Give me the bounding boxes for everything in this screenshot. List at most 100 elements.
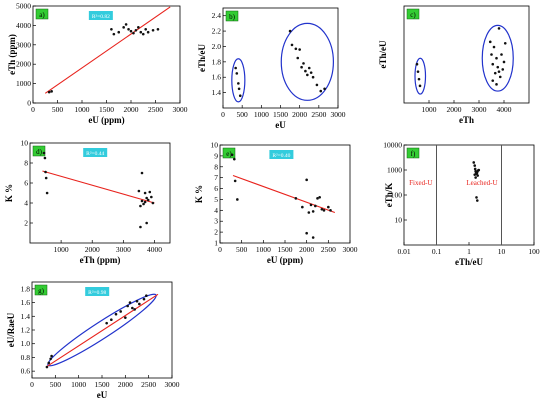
data-point-a [124, 23, 128, 26]
plot-frame-g [31, 281, 173, 379]
data-point-f [473, 167, 477, 171]
fit-line-e [232, 174, 336, 214]
data-point-c [490, 53, 493, 56]
r2-box-d [83, 148, 108, 157]
data-point-b [323, 87, 326, 91]
data-point-d [143, 191, 147, 195]
x-tick-label: 500 [236, 245, 248, 254]
data-point-d [140, 199, 144, 203]
y-tick-label: 1.8 [21, 284, 31, 293]
plot-frame-a [32, 5, 181, 104]
y-tick-label: 1000 [387, 166, 402, 175]
cluster-ellipse-c [414, 57, 427, 95]
x-tick-label: 0 [221, 110, 225, 119]
x-axis-label: eU [97, 390, 108, 400]
data-point-b [237, 82, 240, 85]
data-point-c [496, 65, 500, 69]
data-point-e [309, 203, 313, 207]
panel-e: 0 500 1000 1500 2000 2500 3000 1 2 3 4 5 6 7 8 910 eU (p… [194, 141, 358, 266]
x-tick-label: 2500 [148, 105, 163, 114]
y-tick-label: 0.6 [21, 367, 31, 376]
panel-badge-c [406, 8, 420, 20]
data-point-e [307, 211, 311, 214]
data-point-d [148, 190, 152, 194]
x-axis-label: eTh/eU [455, 257, 483, 267]
data-point-b [288, 29, 292, 33]
y-axis-label: K % [4, 184, 14, 202]
data-point-b [306, 73, 309, 77]
plot-frame-d [29, 142, 171, 244]
data-point-c [501, 68, 505, 71]
panel-g: 0 500 1000 1500 2000 2500 3000 0.6 0.8 1.0 1.2 1.4 1… [6, 281, 180, 400]
data-point-g [133, 308, 136, 311]
y-tick-label: 1.8 [212, 57, 222, 66]
data-point-b [238, 94, 242, 97]
y-tick-label: 2.4 [212, 11, 222, 20]
y-axis-label: eTh (ppm) [7, 34, 17, 75]
data-point-e [230, 153, 234, 157]
data-point-d [44, 176, 48, 180]
y-tick-label: 4000 [16, 21, 31, 30]
y-axis-label: eTh/eU [378, 40, 388, 68]
panel-a: 0 500 1000 1500 2000 2500 3000 0 1000 2000 3000 400… [7, 2, 188, 126]
x-tick-label: 1000 [422, 105, 437, 114]
data-point-g [131, 306, 134, 310]
x-tick-label: 3000 [331, 110, 346, 119]
x-tick-label: 10 [498, 247, 506, 256]
data-point-g [124, 316, 127, 319]
data-point-f [476, 174, 479, 177]
y-tick-label: 8 [214, 162, 218, 171]
data-point-a [141, 32, 145, 36]
fit-line-a [44, 6, 171, 94]
panel-label: f) [411, 150, 416, 158]
x-tick-label: 2000 [124, 105, 139, 114]
y-tick-label: 3000 [16, 40, 31, 49]
data-point-a [47, 90, 51, 94]
cluster-ellipse-c [481, 24, 514, 92]
y-axis-label: eU/RaeU [6, 312, 16, 347]
r2-box-a [88, 11, 113, 20]
data-point-b [309, 71, 313, 74]
x-axis-label: eTh (ppm) [80, 255, 121, 265]
y-tick-label: 1.2 [21, 326, 31, 335]
r2-label: R²=0.40 [272, 153, 290, 159]
x-tick-label: 2000 [85, 245, 100, 254]
x-tick-label: 1000 [256, 245, 271, 254]
data-point-d [42, 151, 46, 155]
data-point-g [50, 354, 53, 358]
data-point-c [503, 42, 507, 45]
y-tick-label: 9 [214, 151, 218, 160]
y-tick-label: 0 [27, 99, 31, 108]
data-point-a [134, 28, 138, 32]
panel-label: c) [410, 11, 416, 19]
panel-badge-e [222, 147, 236, 159]
data-point-f [477, 168, 481, 172]
data-point-a [129, 29, 133, 33]
panel-label: a) [39, 11, 45, 19]
panel-b: 0 500 1000 1500 2000 2500 3000 1.4 1.6 1.8 2.0 2.2 2… [197, 7, 346, 130]
y-tick-label: 7 [214, 173, 218, 182]
data-point-a [156, 27, 160, 31]
y-tick-label: 2.2 [212, 27, 222, 36]
data-point-c [417, 77, 421, 81]
data-point-c [492, 45, 496, 49]
data-point-e [314, 204, 317, 208]
data-point-c [416, 70, 420, 73]
y-tick-label: 1.6 [212, 73, 222, 82]
data-point-d [145, 196, 148, 200]
data-point-f [475, 199, 479, 202]
data-point-d [150, 195, 153, 199]
x-tick-label: 1500 [278, 245, 293, 254]
y-tick-label: 1000 [16, 79, 31, 88]
data-point-f [474, 176, 477, 179]
data-point-a [127, 27, 130, 31]
data-point-g [135, 299, 139, 303]
y-tick-label: 2 [214, 228, 218, 237]
data-point-d [142, 202, 145, 206]
data-point-e [327, 205, 330, 209]
data-point-d [139, 225, 142, 229]
data-point-b [237, 87, 241, 91]
data-point-e [305, 231, 308, 235]
x-tick-label: 0.01 [397, 247, 410, 256]
data-point-g [47, 361, 51, 365]
